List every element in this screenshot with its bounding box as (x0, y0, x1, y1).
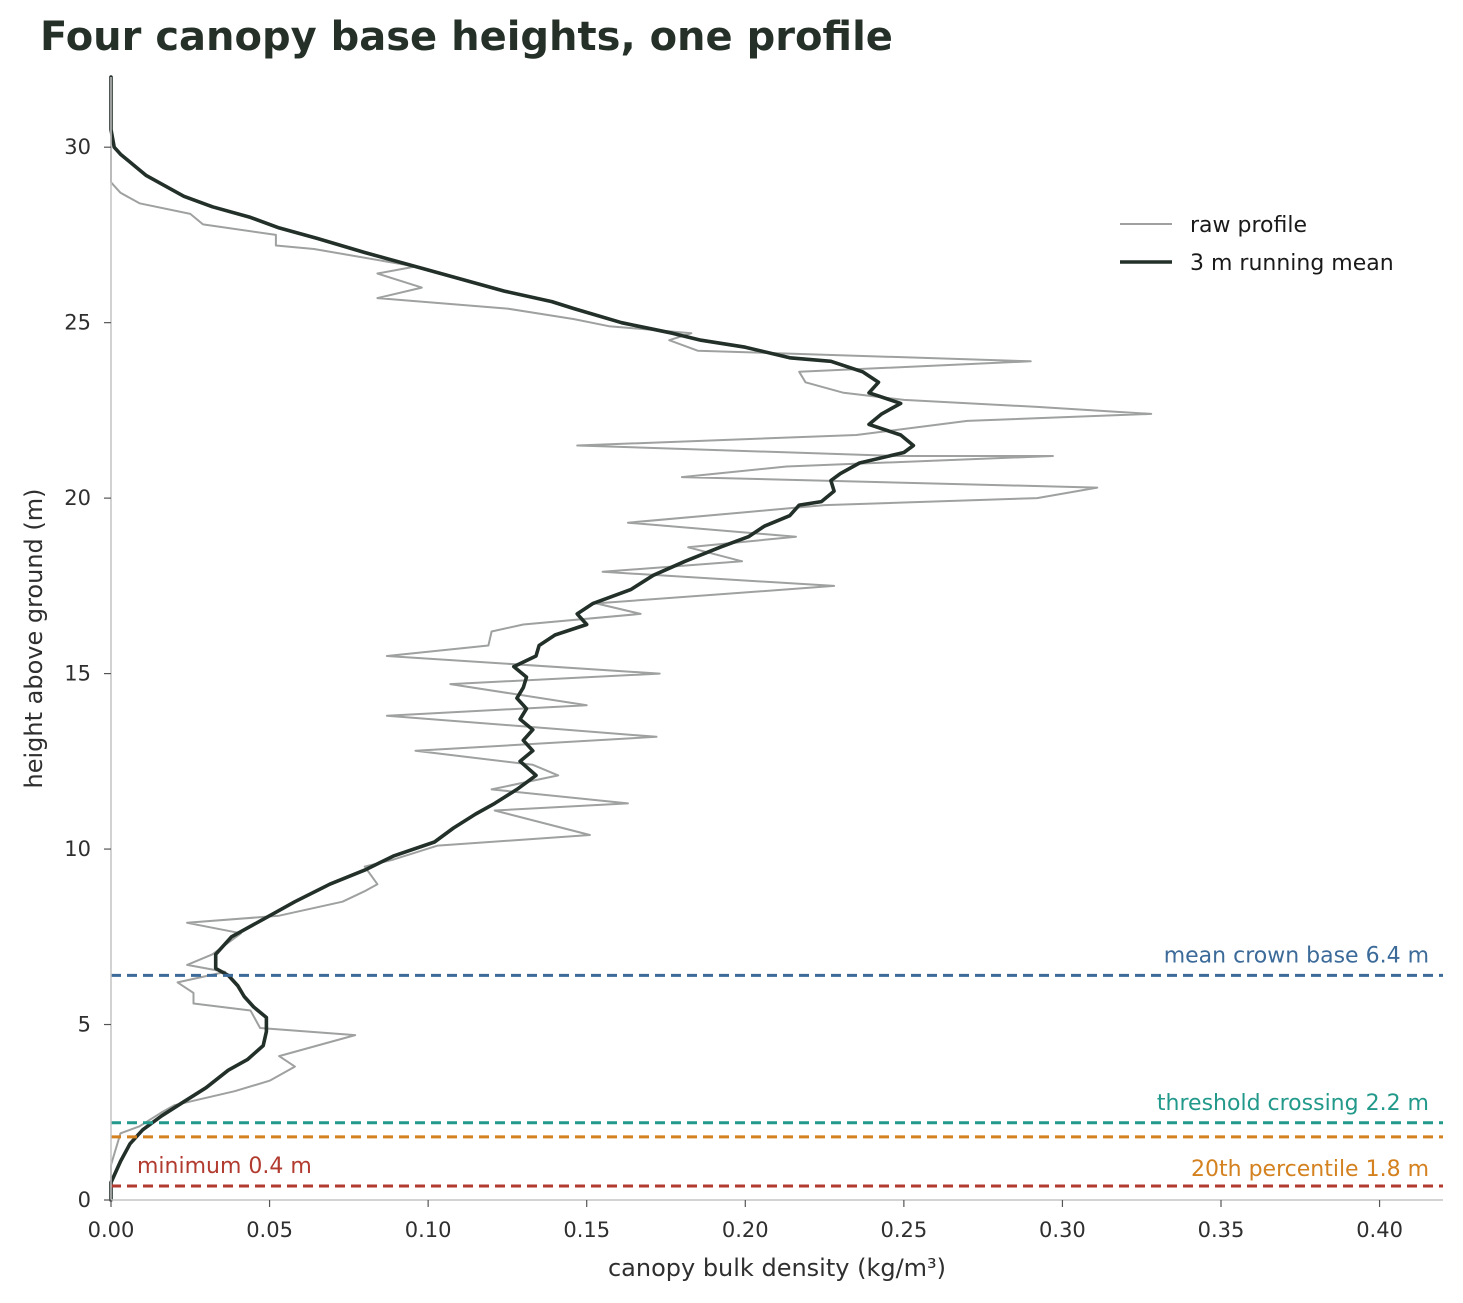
y-tick-label: 0 (78, 1188, 91, 1212)
x-tick-label: 0.00 (88, 1218, 135, 1242)
y-tick-label: 10 (64, 837, 91, 861)
x-tick-label: 0.10 (405, 1218, 452, 1242)
y-axis-label: height above ground (m) (20, 489, 48, 789)
x-axis-label: canopy bulk density (kg/m³) (608, 1254, 946, 1282)
x-axis-ticks: 0.00 0.05 0.10 0.15 0.20 0.25 0.30 0.35 0.40 (88, 1200, 1403, 1242)
x-tick-label: 0.15 (563, 1218, 610, 1242)
series-line-running-mean (109, 75, 916, 1202)
series-layer (109, 75, 1153, 1202)
legend: raw profile 3 m running mean (1120, 213, 1394, 276)
x-tick-label: 0.30 (1039, 1218, 1086, 1242)
y-tick-label: 25 (64, 311, 91, 335)
reference-line-label: mean crown base 6.4 m (1164, 943, 1429, 968)
x-tick-label: 0.20 (722, 1218, 769, 1242)
x-tick-label: 0.05 (246, 1218, 293, 1242)
y-tick-label: 5 (78, 1013, 91, 1037)
reference-lines: mean crown base 6.4 m threshold crossing … (111, 943, 1443, 1188)
chart-title: Four canopy base heights, one profile (40, 14, 893, 60)
reference-line-label: 20th percentile 1.8 m (1191, 1157, 1429, 1182)
y-tick-label: 20 (64, 486, 91, 510)
y-tick-label: 30 (64, 135, 91, 159)
y-axis-ticks: 0 5 10 15 20 25 30 (64, 135, 111, 1212)
reference-line-label: threshold crossing 2.2 m (1157, 1091, 1429, 1116)
x-tick-label: 0.25 (880, 1218, 927, 1242)
legend-entry-label: raw profile (1190, 213, 1307, 238)
x-tick-label: 0.35 (1198, 1218, 1245, 1242)
legend-entry-label: 3 m running mean (1190, 251, 1394, 276)
x-tick-label: 0.40 (1356, 1218, 1403, 1242)
y-tick-label: 15 (64, 662, 91, 686)
reference-line-label: minimum 0.4 m (137, 1154, 312, 1179)
